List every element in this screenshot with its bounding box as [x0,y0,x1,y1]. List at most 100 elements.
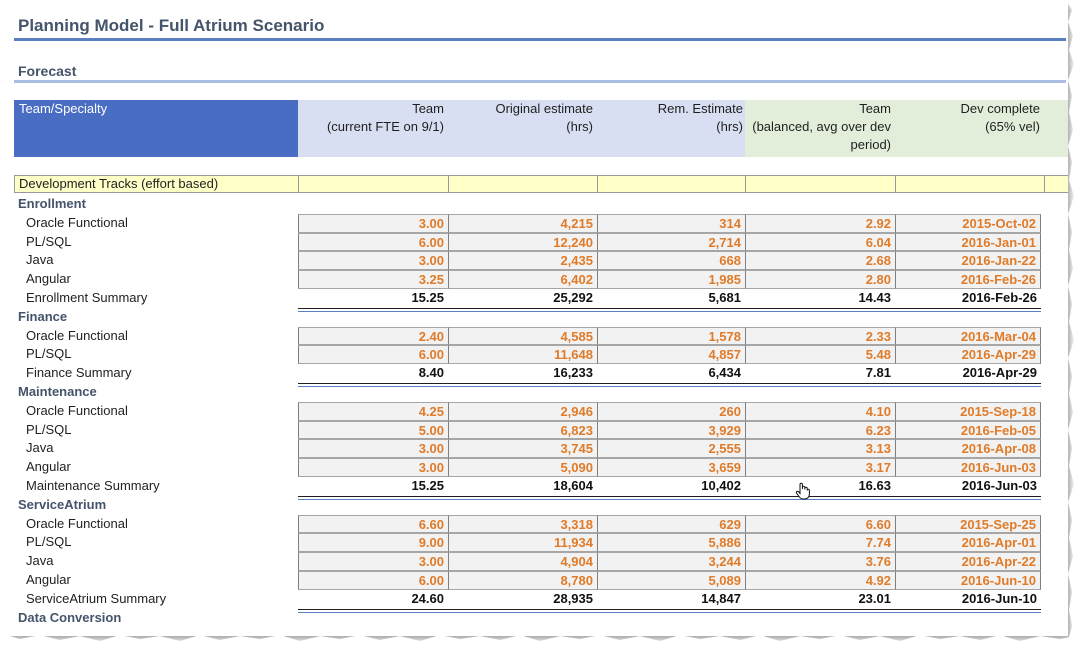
cell-complete[interactable]: 2016-Jan-01 [895,232,1041,252]
cell-complete[interactable]: 2016-Mar-04 [895,326,1041,346]
summary-label[interactable]: ServiceAtrium Summary [26,590,167,606]
header-team-balanced[interactable]: Team (balanced, avg over dev period) [745,100,895,157]
cell-rem[interactable]: 668 [597,251,745,271]
tracks-cell[interactable] [298,175,449,193]
summary-complete[interactable]: 2016-Jun-03 [961,477,1037,493]
summary-orig[interactable]: 25,292 [553,289,593,305]
cell-fte[interactable]: 6.00 [298,232,448,252]
cell-complete[interactable]: 2016-Apr-22 [895,552,1041,571]
development-tracks-label[interactable]: Development Tracks (effort based) [14,175,299,193]
cell-balanced[interactable]: 2.92 [745,213,895,233]
row-label[interactable]: PL/SQL [26,534,72,550]
section-name[interactable]: Data Conversion [18,609,122,625]
summary-label[interactable]: Finance Summary [26,365,132,381]
cell-orig[interactable]: 11,934 [448,533,597,553]
cell-fte[interactable]: 3.00 [298,552,448,571]
cell-rem[interactable]: 1,985 [597,270,745,289]
row-label[interactable]: Java [26,440,54,456]
tracks-cell[interactable] [745,175,896,193]
cell-orig[interactable]: 6,402 [448,270,597,289]
row-label[interactable]: Oracle Functional [26,402,128,418]
header-original-estimate[interactable]: Original estimate (hrs) [448,100,597,157]
summary-rem[interactable]: 5,681 [708,289,741,305]
row-label[interactable]: Angular [26,271,71,287]
cell-rem[interactable]: 2,714 [597,232,745,252]
cell-complete[interactable]: 2016-Apr-29 [895,345,1041,365]
summary-complete[interactable]: 2016-Feb-26 [961,289,1037,305]
cell-orig[interactable]: 6,823 [448,420,597,440]
cell-rem[interactable]: 1,578 [597,326,745,346]
cell-orig[interactable]: 4,904 [448,552,597,571]
section-name[interactable]: Finance [18,308,68,324]
cell-balanced[interactable]: 2.68 [745,251,895,271]
cell-orig[interactable]: 3,318 [448,514,597,534]
cell-complete[interactable]: 2015-Oct-02 [895,213,1041,233]
cell-rem[interactable]: 5,089 [597,570,745,590]
cell-fte[interactable]: 2.40 [298,326,448,346]
cell-fte[interactable]: 6.60 [298,514,448,534]
cell-orig[interactable]: 5,090 [448,458,597,477]
cell-rem[interactable]: 2,555 [597,439,745,459]
cell-balanced[interactable]: 2.80 [745,270,895,289]
row-label[interactable]: Oracle Functional [26,515,128,531]
row-label[interactable]: Angular [26,571,71,587]
header-team-fte[interactable]: Team (current FTE on 9/1) [298,100,448,157]
section-name[interactable]: Enrollment [18,196,86,211]
cell-rem[interactable]: 5,886 [597,533,745,553]
cell-complete[interactable]: 2016-Feb-26 [895,270,1041,289]
cell-balanced[interactable]: 7.74 [745,533,895,553]
cell-fte[interactable]: 3.25 [298,270,448,289]
cell-fte[interactable]: 6.00 [298,570,448,590]
cell-rem[interactable]: 314 [597,213,745,233]
row-label[interactable]: Java [26,553,54,569]
tracks-cell[interactable] [448,175,598,193]
summary-fte[interactable]: 15.25 [411,289,444,305]
summary-fte[interactable]: 8.40 [418,365,444,381]
row-label[interactable]: Oracle Functional [26,327,128,343]
cell-complete[interactable]: 2016-Apr-01 [895,533,1041,553]
summary-balanced[interactable]: 14.43 [858,289,891,305]
cell-orig[interactable]: 11,648 [448,345,597,365]
summary-fte[interactable]: 24.60 [411,590,444,606]
cell-fte[interactable]: 3.00 [298,439,448,459]
cell-fte[interactable]: 4.25 [298,401,448,421]
cell-balanced[interactable]: 6.60 [745,514,895,534]
cell-complete[interactable]: 2016-Apr-08 [895,439,1041,459]
row-label[interactable]: PL/SQL [26,233,72,249]
cell-balanced[interactable]: 3.76 [745,552,895,571]
section-name[interactable]: ServiceAtrium [18,496,107,512]
cell-fte[interactable]: 3.00 [298,213,448,233]
summary-balanced[interactable]: 16.63 [858,477,891,493]
cell-rem[interactable]: 3,929 [597,420,745,440]
summary-label[interactable]: Enrollment Summary [26,289,148,305]
cell-fte[interactable]: 5.00 [298,420,448,440]
cell-rem[interactable]: 3,244 [597,552,745,571]
row-label[interactable]: PL/SQL [26,421,72,437]
cell-orig[interactable]: 4,215 [448,213,597,233]
cell-balanced[interactable]: 5.48 [745,345,895,365]
row-label[interactable]: PL/SQL [26,346,72,362]
cell-balanced[interactable]: 2.33 [745,326,895,346]
row-label[interactable]: Java [26,252,54,268]
section-name[interactable]: Maintenance [18,383,97,399]
summary-rem[interactable]: 6,434 [708,365,741,381]
cell-balanced[interactable]: 3.13 [745,439,895,459]
header-team-specialty[interactable]: Team/Specialty [14,100,298,157]
tracks-cell[interactable] [597,175,746,193]
summary-rem[interactable]: 14,847 [701,590,741,606]
cell-complete[interactable]: 2016-Jan-22 [895,251,1041,271]
cell-fte[interactable]: 3.00 [298,251,448,271]
summary-label[interactable]: Maintenance Summary [26,477,160,493]
header-remaining-estimate[interactable]: Rem. Estimate (hrs) [597,100,745,157]
cell-orig[interactable]: 3,745 [448,439,597,459]
cell-fte[interactable]: 6.00 [298,345,448,365]
cell-orig[interactable]: 2,946 [448,401,597,421]
cell-orig[interactable]: 12,240 [448,232,597,252]
summary-orig[interactable]: 16,233 [553,365,593,381]
summary-complete[interactable]: 2016-Apr-29 [962,365,1037,381]
summary-balanced[interactable]: 7.81 [865,365,891,381]
summary-fte[interactable]: 15.25 [411,477,444,493]
cell-rem[interactable]: 3,659 [597,458,745,477]
row-label[interactable]: Angular [26,459,71,475]
cell-fte[interactable]: 9.00 [298,533,448,553]
